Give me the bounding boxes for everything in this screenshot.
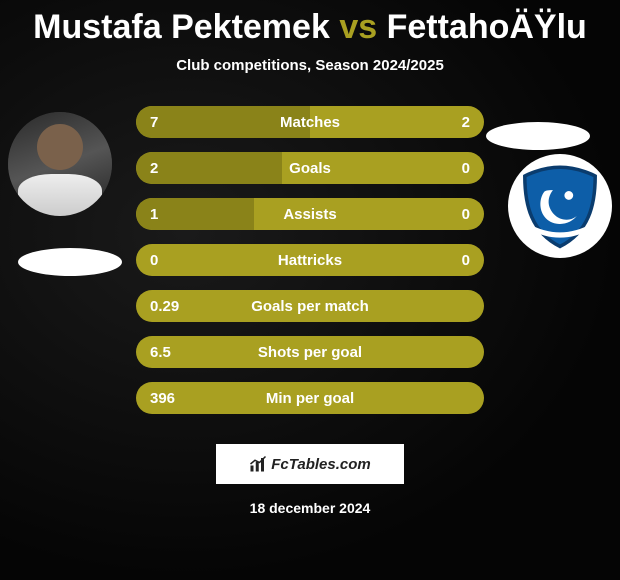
player1-avatar <box>8 112 112 216</box>
stat-label: Matches <box>136 114 484 131</box>
fctables-logo: FcTables.com <box>216 444 404 484</box>
stat-row: 1Assists0 <box>136 198 484 230</box>
player1-flag <box>18 248 122 276</box>
stat-value-right: 0 <box>462 252 470 269</box>
stat-label: Shots per goal <box>136 344 484 361</box>
player1-name: Mustafa Pektemek <box>33 8 330 46</box>
stat-row: 0Hattricks0 <box>136 244 484 276</box>
stat-label: Hattricks <box>136 252 484 269</box>
club-badge-icon <box>516 162 604 250</box>
stat-row: 396Min per goal <box>136 382 484 414</box>
vs-label: vs <box>339 8 377 46</box>
stat-label: Assists <box>136 206 484 223</box>
content: Mustafa Pektemek vs FettahoÄŸlu Club com… <box>0 0 620 580</box>
stat-value-right: 0 <box>462 206 470 223</box>
stat-label: Goals per match <box>136 298 484 315</box>
date-label: 18 december 2024 <box>0 500 620 516</box>
stat-row: 6.5Shots per goal <box>136 336 484 368</box>
stat-row: 2Goals0 <box>136 152 484 184</box>
player2-name: FettahoÄŸlu <box>387 8 587 46</box>
stat-bars: 7Matches22Goals01Assists00Hattricks00.29… <box>136 106 484 428</box>
player2-club-logo <box>508 154 612 258</box>
subtitle: Club competitions, Season 2024/2025 <box>0 57 620 74</box>
stat-row: 0.29Goals per match <box>136 290 484 322</box>
logo-text: FcTables.com <box>271 456 370 473</box>
chart-icon <box>249 455 267 473</box>
stat-label: Goals <box>136 160 484 177</box>
player2-flag <box>486 122 590 150</box>
comparison-area: 7Matches22Goals01Assists00Hattricks00.29… <box>0 102 620 442</box>
stat-value-right: 0 <box>462 160 470 177</box>
stat-label: Min per goal <box>136 390 484 407</box>
stat-value-right: 2 <box>462 114 470 131</box>
stat-row: 7Matches2 <box>136 106 484 138</box>
page-title: Mustafa Pektemek vs FettahoÄŸlu <box>0 8 620 47</box>
player1-photo <box>8 112 112 216</box>
